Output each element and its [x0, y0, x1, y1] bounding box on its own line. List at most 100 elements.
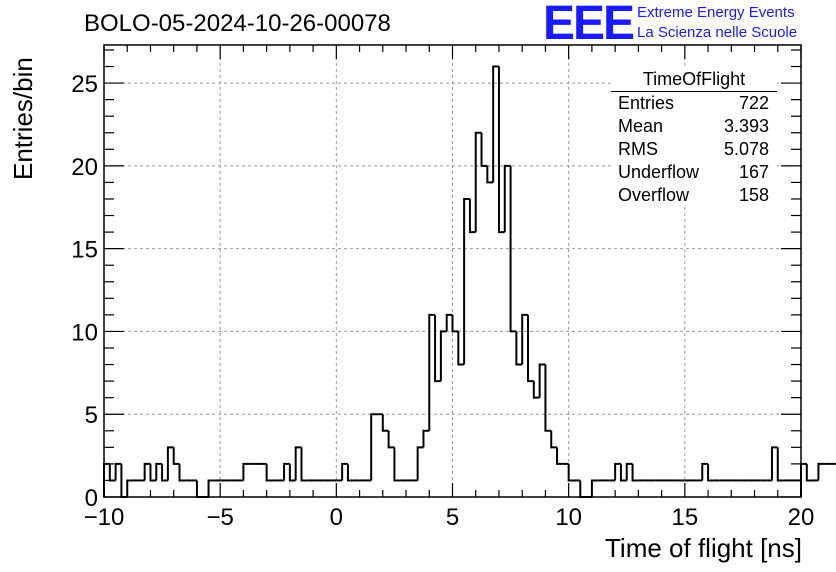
histogram-bin [422, 429, 430, 448]
eee-logo: EEE [543, 0, 635, 50]
stats-label: RMS [618, 139, 658, 159]
histogram-bin [428, 313, 436, 431]
histogram-bin [544, 364, 552, 432]
histogram-bin [126, 479, 134, 497]
histogram-bin [701, 462, 709, 481]
y-axis-label: Entries/bin [8, 57, 38, 180]
stats-title: TimeOfFlight [611, 68, 777, 92]
histogram-bin [178, 463, 186, 482]
histogram-bin [207, 479, 215, 497]
x-axis-label: Time of flight [ns] [605, 533, 802, 563]
histogram-bin [166, 446, 174, 481]
histogram-bin [149, 463, 157, 482]
x-tick-label: −5 [206, 504, 233, 531]
stats-value: 3.393 [723, 116, 769, 136]
histogram-bin [631, 463, 639, 482]
chart-title: BOLO-05-2024-10-26-00078 [84, 10, 391, 37]
histogram-bin [161, 463, 168, 482]
stats-row-entries: Entries 722 [611, 92, 777, 115]
histogram-bin [393, 447, 401, 482]
tick-labels: −10 −5 0 5 10 15 20 0 5 10 15 20 25 [71, 71, 814, 531]
histogram-bin [707, 463, 714, 482]
histogram-bin [538, 363, 546, 398]
histogram-bin [805, 463, 813, 482]
stats-label: Overflow [618, 185, 690, 205]
stats-row-underflow: Underflow 167 [611, 161, 777, 184]
stats-row-overflow: Overflow 158 [611, 184, 777, 207]
histogram-bin [283, 462, 290, 481]
histogram-bin [242, 462, 250, 481]
histogram-bin [300, 447, 308, 482]
histogram-bin [625, 462, 633, 481]
stats-value: 158 [738, 185, 769, 205]
histogram-bin [515, 331, 523, 366]
histogram-bin [381, 414, 389, 432]
y-tick-label: 15 [71, 237, 98, 264]
x-tick-label: 15 [671, 504, 698, 531]
histogram-bin [527, 314, 534, 383]
histogram-bin [614, 462, 621, 481]
histogram-bin [503, 164, 511, 233]
histogram-bin [532, 381, 540, 399]
stats-row-mean: Mean 3.393 [611, 115, 777, 138]
histogram-bin [556, 447, 563, 465]
stats-label: Entries [618, 93, 675, 113]
stats-box: TimeOfFlight Entries 722 Mean 3.393 RMS … [611, 68, 777, 207]
histogram-bin [579, 480, 587, 498]
x-tick-label: −10 [84, 504, 125, 531]
histogram-bin [550, 430, 558, 449]
histogram-bin [468, 198, 476, 234]
histogram-bin [434, 314, 441, 383]
histogram-bin [294, 446, 302, 481]
histogram-bin [497, 66, 505, 234]
histogram-bin [114, 462, 122, 481]
x-tick-label: 0 [330, 504, 343, 531]
stats-value: 722 [738, 93, 769, 113]
stats-value: 167 [738, 162, 769, 182]
stats-value: 5.078 [723, 139, 769, 159]
y-tick-label: 0 [85, 485, 98, 512]
histogram-bin [346, 463, 354, 482]
histogram-bin [619, 463, 627, 482]
logo-caption: Extreme Energy Events La Scienza nelle S… [637, 3, 797, 43]
histogram-bin [439, 330, 447, 382]
histogram-bin [474, 131, 482, 233]
histogram-bin [416, 446, 424, 481]
histogram-bin [463, 197, 470, 365]
histogram-bin [451, 314, 459, 333]
histogram-bin [457, 331, 465, 366]
histogram-bin [172, 447, 180, 465]
y-tick-label: 5 [85, 402, 98, 429]
stats-label: Mean [618, 116, 664, 136]
histogram-bin [492, 65, 499, 183]
x-tick-label: 20 [788, 504, 815, 531]
histogram-bin [521, 313, 529, 365]
x-tick-label: 5 [446, 504, 459, 531]
x-tick-label: 10 [555, 504, 582, 531]
histogram-bin [195, 480, 203, 498]
logo-line-1: Extreme Energy Events [637, 4, 795, 21]
histogram-bin [445, 313, 453, 332]
axis-ticks [103, 45, 802, 498]
histogram-bin [486, 165, 494, 184]
histogram-bin [590, 479, 598, 497]
histogram-bin [387, 430, 395, 449]
histogram-bin [288, 463, 296, 482]
histogram-bin [155, 462, 163, 481]
y-tick-label: 25 [71, 71, 98, 98]
y-tick-label: 10 [71, 319, 98, 346]
histogram-bin [509, 165, 517, 333]
histogram-bin [480, 132, 488, 167]
histogram-bin [370, 413, 377, 481]
histogram-bin [341, 462, 348, 481]
histogram-bin [817, 462, 825, 481]
y-tick-label: 20 [71, 154, 98, 181]
stats-row-rms: RMS 5.078 [611, 138, 777, 161]
histogram-bin [265, 463, 273, 482]
stats-label: Underflow [618, 162, 700, 182]
histogram-bin [770, 446, 778, 481]
histogram-bin [567, 463, 575, 482]
logo-line-2: La Scienza nelle Scuole [637, 24, 798, 41]
histogram-bin [776, 447, 784, 482]
